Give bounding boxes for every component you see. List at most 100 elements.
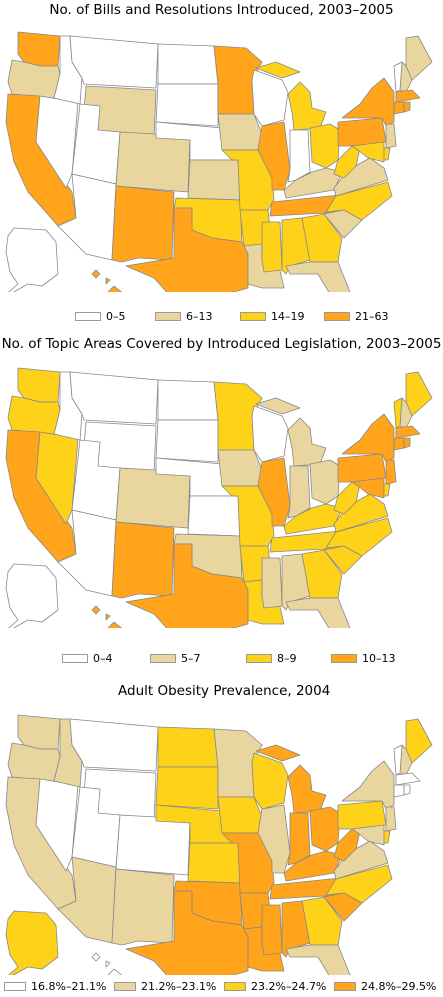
legend-swatch	[114, 981, 136, 991]
state-nc	[325, 864, 393, 904]
us-choropleth-map	[5, 367, 433, 628]
state-or	[7, 742, 61, 782]
state-mt	[69, 371, 159, 425]
legend-item: 8–9	[246, 651, 297, 665]
state-md	[351, 141, 385, 163]
map-panel-bills: No. of Bills and Resolutions Introduced,…	[0, 0, 443, 330]
state-nj	[385, 123, 397, 149]
state-ak	[5, 563, 59, 628]
map-legend: 0–4 5–7 8–9 10–13	[0, 651, 443, 667]
state-sd	[155, 419, 219, 463]
state-pa	[337, 453, 387, 483]
state-ga	[301, 896, 343, 946]
legend-swatch	[75, 311, 101, 321]
state-ct	[393, 784, 405, 798]
state-in	[287, 812, 311, 866]
legend-swatch	[62, 653, 88, 663]
state-ri	[403, 437, 411, 449]
state-tx	[125, 890, 249, 975]
state-ks	[187, 842, 241, 884]
us-choropleth-map	[5, 31, 433, 292]
state-fl	[285, 597, 351, 628]
state-md	[351, 824, 385, 846]
state-ks	[187, 159, 241, 201]
state-ny	[341, 77, 395, 127]
legend-label: 21–63	[355, 309, 389, 323]
state-il	[257, 804, 291, 874]
legend-item: 23.2%–24.7%	[224, 979, 326, 993]
state-pa	[337, 800, 387, 830]
legend-label: 10–13	[362, 651, 396, 665]
legend-label: 21.2%–23.1%	[141, 979, 217, 993]
map-title: No. of Bills and Resolutions Introduced,…	[49, 2, 394, 18]
legend-item: 0–4	[62, 651, 113, 665]
state-in	[287, 129, 311, 183]
state-nd	[157, 379, 219, 421]
state-ga	[301, 213, 343, 263]
state-ia	[217, 113, 263, 151]
state-vt	[393, 61, 403, 93]
legend-item: 0–5	[75, 309, 126, 323]
legend-item: 10–13	[331, 651, 396, 665]
legend-swatch	[224, 981, 246, 991]
map-legend: 0–5 6–13 14–19 21–63	[0, 309, 443, 325]
state-ky	[283, 503, 343, 535]
state-nm	[111, 521, 175, 599]
state-ct	[393, 437, 405, 451]
state-ms	[261, 904, 283, 956]
state-ms	[261, 557, 283, 609]
legend-label: 6–13	[186, 309, 213, 323]
legend-label: 8–9	[277, 651, 297, 665]
legend-swatch	[150, 653, 176, 663]
state-ri	[403, 101, 411, 113]
state-hi	[91, 605, 123, 628]
state-in	[287, 465, 311, 519]
state-nm	[111, 868, 175, 946]
state-mt	[69, 718, 159, 772]
state-nd	[157, 43, 219, 85]
state-wi	[251, 752, 289, 810]
state-ma	[395, 425, 421, 439]
legend-label: 14–19	[271, 309, 305, 323]
state-ak	[5, 910, 59, 975]
state-ga	[301, 549, 343, 599]
legend-item: 5–7	[150, 651, 201, 665]
state-pa	[337, 117, 387, 147]
state-co	[115, 814, 191, 876]
legend-label: 5–7	[181, 651, 201, 665]
map-panel-obesity: Adult Obesity Prevalence, 2004 16.8%–21.…	[0, 683, 443, 997]
state-oh	[309, 459, 341, 505]
state-nm	[111, 185, 175, 263]
state-nj	[385, 806, 397, 832]
map-panel-topics: No. of Topic Areas Covered by Introduced…	[0, 336, 443, 666]
state-oh	[309, 123, 341, 169]
state-md	[351, 477, 385, 499]
state-vt	[393, 397, 403, 429]
state-nj	[385, 459, 397, 485]
state-hi	[91, 269, 123, 292]
map-title: No. of Topic Areas Covered by Introduced…	[1, 336, 442, 352]
state-mi	[255, 61, 327, 131]
state-ia	[217, 796, 263, 834]
state-ks	[187, 495, 241, 537]
state-nc	[325, 517, 393, 557]
state-co	[115, 467, 191, 529]
legend-swatch	[324, 311, 350, 321]
state-wi	[251, 69, 289, 127]
state-me	[405, 718, 433, 764]
state-me	[405, 371, 433, 417]
state-il	[257, 121, 291, 191]
state-ma	[395, 89, 421, 103]
state-co	[115, 131, 191, 193]
state-nc	[325, 181, 393, 221]
state-ny	[341, 413, 395, 463]
state-vt	[393, 744, 403, 776]
legend-swatch	[4, 981, 26, 991]
legend-label: 24.8%–29.5%	[361, 979, 437, 993]
us-choropleth-map	[5, 714, 433, 975]
legend-swatch	[331, 653, 357, 663]
state-ak	[5, 227, 59, 292]
legend-label: 0–4	[93, 651, 113, 665]
legend-item: 21.2%–23.1%	[114, 979, 216, 993]
legend-swatch	[246, 653, 272, 663]
